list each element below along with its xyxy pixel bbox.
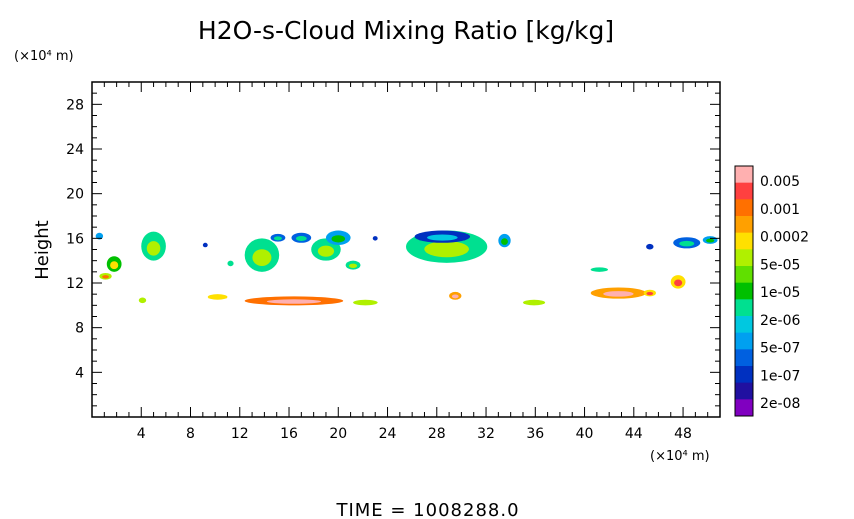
- cloud-region: [646, 243, 654, 250]
- cloud-core: [102, 275, 109, 279]
- colorbar-label: 5e-05: [760, 257, 800, 273]
- cloud-region: [522, 299, 546, 306]
- x-tick-label: 16: [280, 426, 298, 442]
- colorbar-swatch: [735, 232, 753, 250]
- colorbar-label: 0.0002: [760, 230, 809, 246]
- chart-title: H2O-s-Cloud Mixing Ratio [kg/kg]: [198, 16, 614, 45]
- x-tick-label: 28: [428, 426, 446, 442]
- colorbar-swatch: [735, 332, 753, 350]
- colorbar-swatch: [735, 382, 753, 400]
- cloud-region: [353, 299, 378, 306]
- x-tick-label: 4: [137, 426, 146, 442]
- y-tick-label: 16: [66, 231, 84, 247]
- colorbar: 0.005 0.001 0.0002 5e-05 1e-05 2e-06 5e-07 1e-0…: [734, 165, 809, 417]
- cloud-core: [603, 291, 634, 297]
- y-tick-label: 20: [66, 187, 84, 203]
- y-tick-label: 28: [66, 97, 84, 113]
- x-tick-label: 8: [186, 426, 195, 442]
- cloud-core: [146, 241, 161, 256]
- cloud-core: [295, 236, 307, 242]
- cloud-core: [348, 263, 358, 269]
- cloud-core: [501, 238, 508, 245]
- cloud-core: [110, 261, 119, 270]
- plot-frame: [91, 81, 721, 418]
- cloud-region: [95, 232, 104, 240]
- x-tick-label: 44: [625, 426, 643, 442]
- x-tick-label: 32: [477, 426, 495, 442]
- cloud-region: [372, 236, 378, 241]
- cloud-core: [424, 241, 469, 258]
- cloud-region: [227, 260, 234, 267]
- cloud-core: [674, 279, 683, 287]
- y-axis-unit: (×10⁴ m): [14, 49, 74, 64]
- cloud-core: [273, 236, 283, 241]
- x-tick-label: 36: [526, 426, 544, 442]
- colorbar-swatch: [735, 199, 753, 217]
- y-tick-label: 12: [66, 276, 84, 292]
- y-tick-label: 8: [75, 321, 84, 337]
- cloud-core: [266, 299, 322, 304]
- cloud-field: [95, 230, 718, 306]
- colorbar-label: 2e-06: [760, 313, 800, 329]
- colorbar-swatch: [735, 249, 753, 267]
- x-axis-unit: (×10⁴ m): [650, 449, 710, 464]
- x-tick-label: 24: [379, 426, 397, 442]
- cloud-region: [138, 297, 147, 304]
- colorbar-swatch: [735, 316, 753, 334]
- cloud-core: [252, 249, 272, 266]
- colorbar-swatch: [735, 166, 753, 184]
- cloud-core: [331, 235, 346, 243]
- x-tick-label: 48: [674, 426, 692, 442]
- colorbar-frame: [734, 165, 754, 417]
- cloud-core: [317, 245, 335, 257]
- colorbar-label: 2e-08: [760, 396, 800, 412]
- cloud-region: [590, 267, 608, 272]
- cloud-region: [207, 294, 228, 300]
- colorbar-label: 0.005: [760, 174, 800, 190]
- cloud-core: [646, 291, 654, 296]
- colorbar-swatch: [735, 182, 753, 200]
- y-tick-label: 24: [66, 142, 84, 158]
- x-tick-label: 20: [329, 426, 347, 442]
- cloud-core: [706, 238, 715, 243]
- colorbar-swatch: [735, 216, 753, 234]
- y-axis-label: Height: [32, 220, 53, 280]
- colorbar-swatch: [735, 282, 753, 300]
- colorbar-swatch: [735, 349, 753, 367]
- colorbar-swatch: [735, 266, 753, 284]
- colorbar-swatch: [735, 399, 753, 417]
- colorbar-label: 1e-05: [760, 285, 800, 301]
- cloud-region: [202, 242, 208, 248]
- cloud-core: [679, 240, 695, 247]
- cloud-core: [451, 294, 459, 299]
- time-stamp: TIME = 1008288.0: [335, 500, 519, 519]
- cloud-core: [427, 234, 458, 241]
- colorbar-label: 1e-07: [760, 368, 800, 384]
- x-tick-label: 12: [231, 426, 249, 442]
- x-tick-label: 40: [576, 426, 594, 442]
- colorbar-label: 0.001: [760, 202, 800, 218]
- colorbar-swatch: [735, 366, 753, 384]
- colorbar-swatch: [735, 299, 753, 317]
- colorbar-label: 5e-07: [760, 341, 800, 357]
- y-tick-label: 4: [75, 365, 84, 381]
